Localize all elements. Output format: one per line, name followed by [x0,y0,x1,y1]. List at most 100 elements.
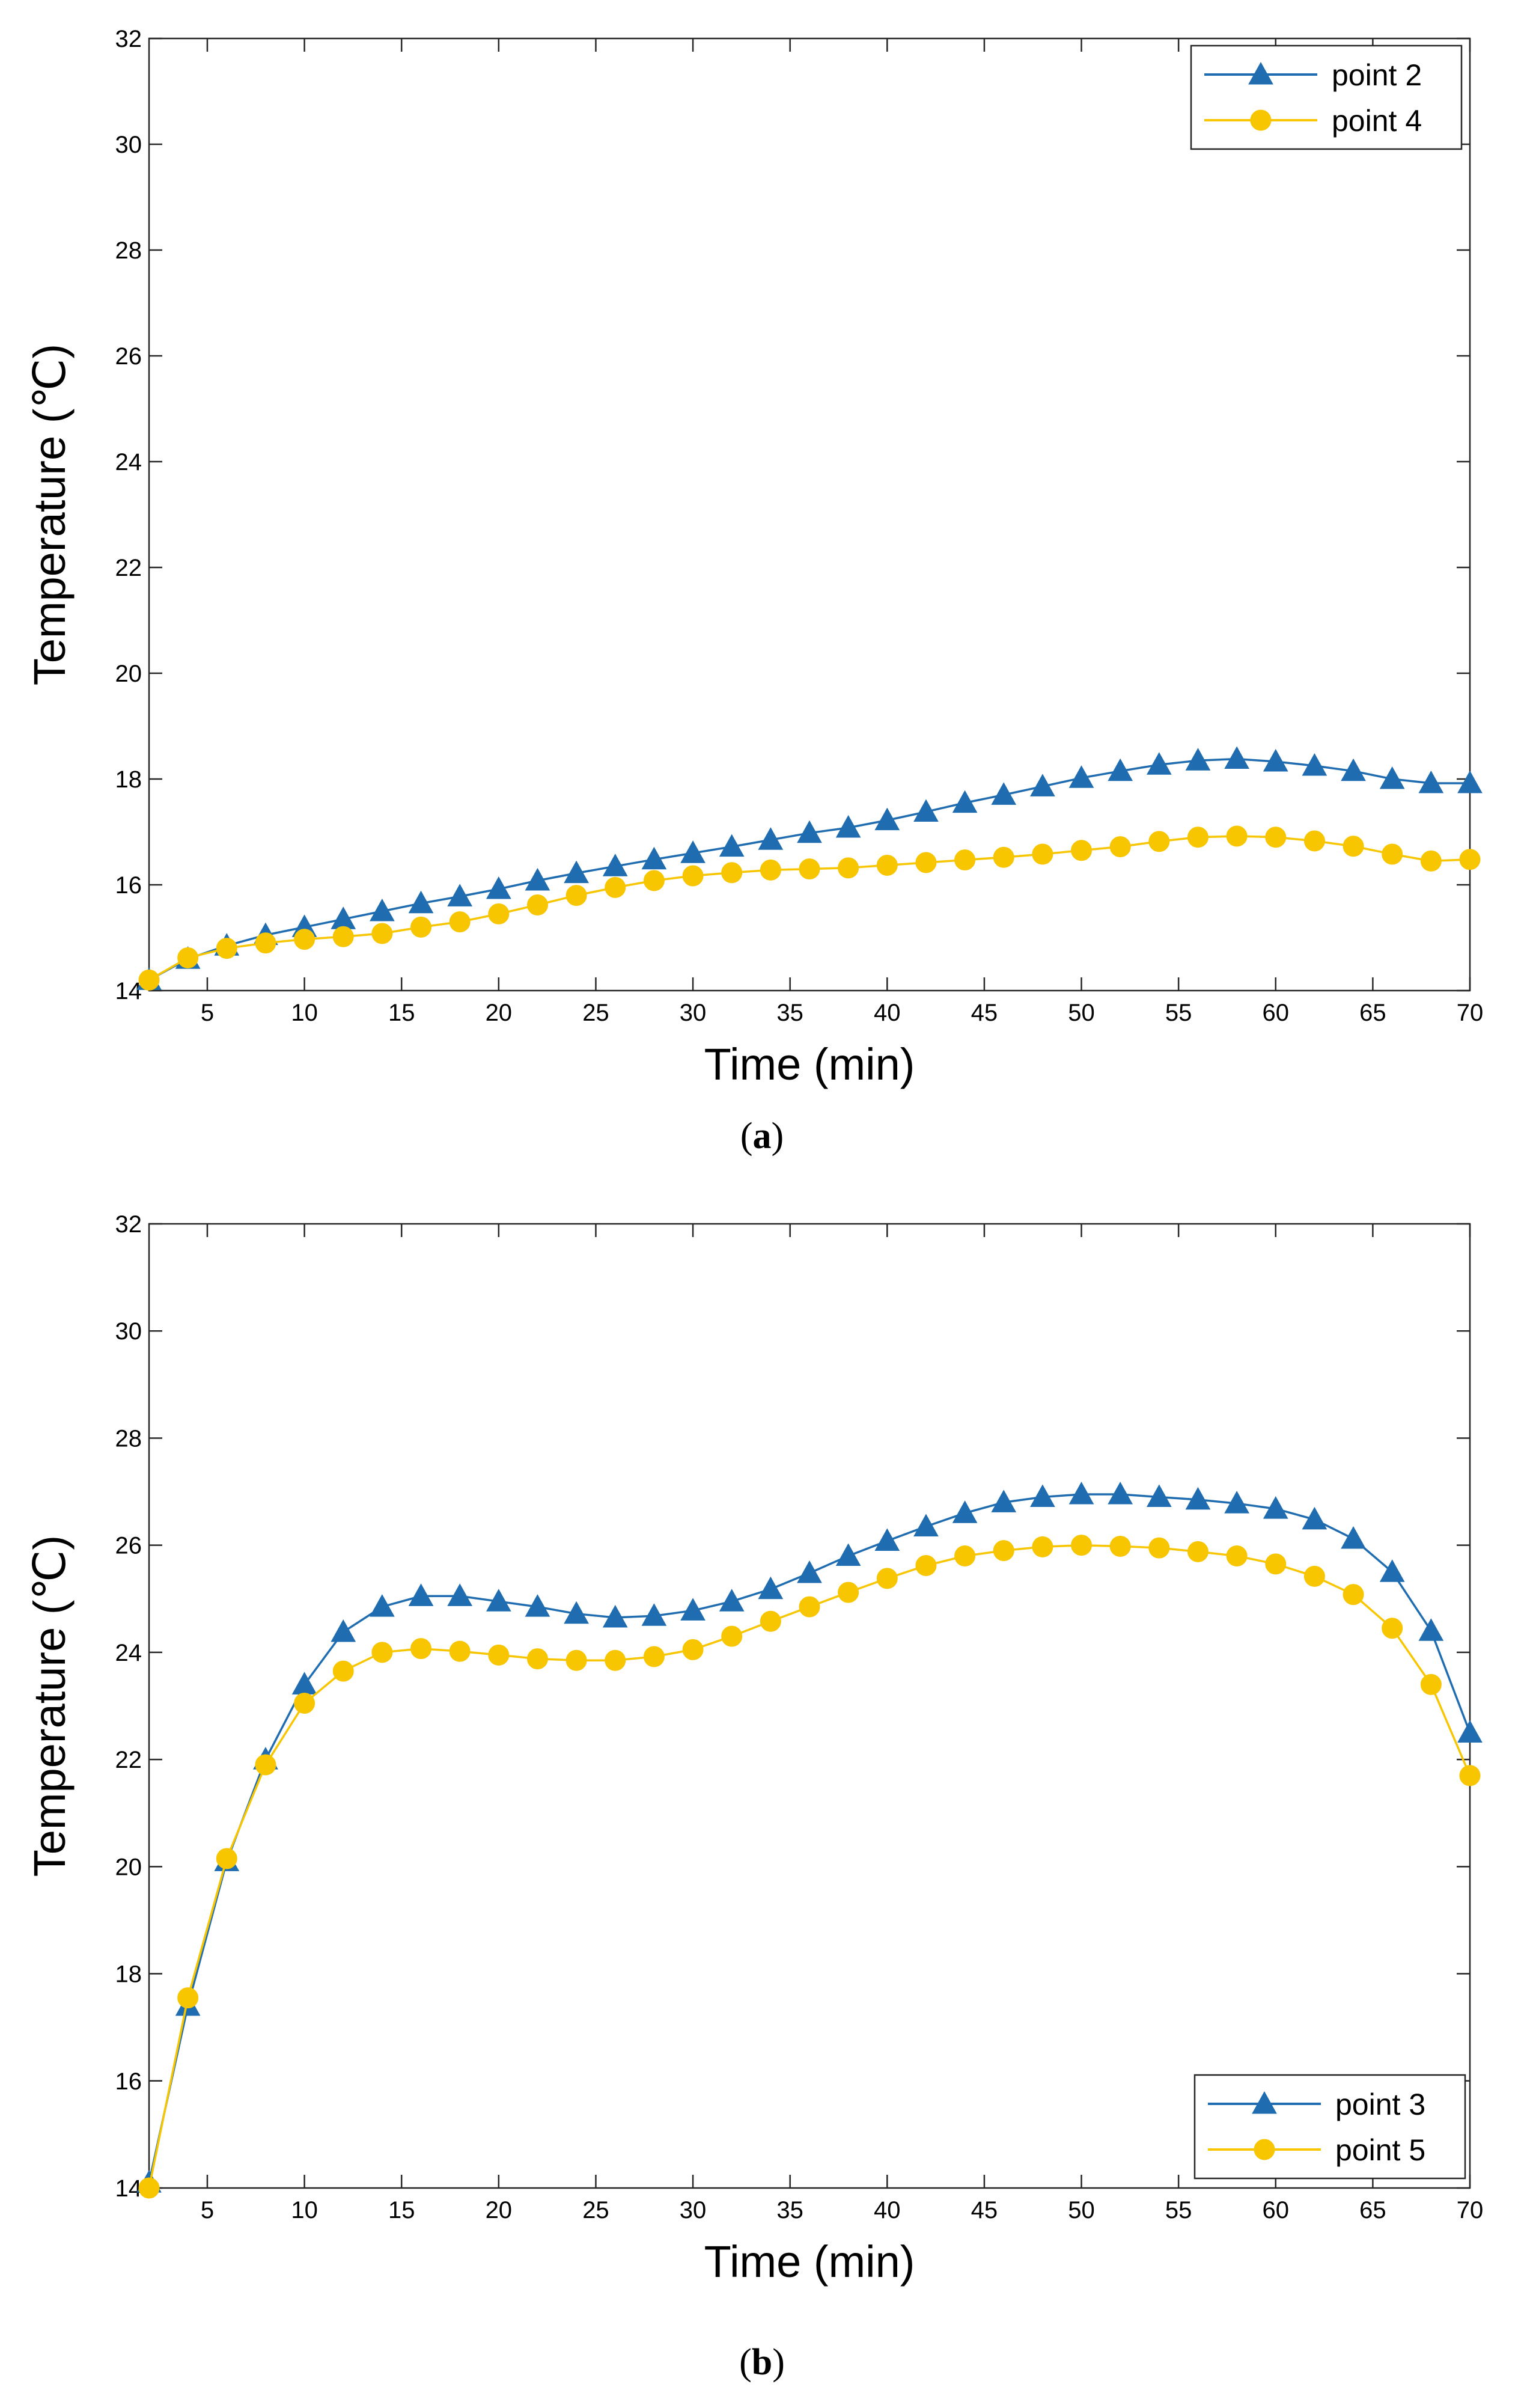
x-tick-label: 15 [388,1000,415,1026]
data-point [525,867,550,891]
y-tick-label: 14 [115,2175,142,2202]
data-point [564,860,589,884]
data-point [564,1601,589,1624]
data-point [799,858,820,880]
data-point [1187,827,1209,848]
x-tick-label: 60 [1263,2197,1290,2223]
data-point [1382,1618,1403,1639]
y-tick-label: 26 [115,343,142,370]
caption-close-paren: ) [772,1116,784,1157]
data-point [1109,1535,1131,1557]
data-point [1032,1536,1053,1557]
x-tick-label: 10 [291,1000,318,1026]
data-point [605,876,626,898]
data-point [993,846,1014,868]
data-point [1108,758,1133,781]
y-tick-label: 18 [115,766,142,793]
circle-marker-icon [1250,109,1272,131]
panel-a: 14 16 18 20 22 24 26 28 30 32 5 10 15 20 25 30 35 40 45 50 5… [25,26,1483,1157]
data-point [952,1500,978,1523]
data-point [952,790,978,813]
data-point [719,1589,745,1612]
data-point [1148,831,1170,852]
x-tick-label: 30 [680,2197,707,2223]
data-point [216,1848,237,1869]
x-tick-label: 10 [291,2197,318,2223]
x-tick-label: 20 [486,2197,513,2223]
legend-box [1190,44,1463,150]
data-point [760,859,781,881]
data-point [602,854,628,876]
panel-caption: (b) [739,2342,785,2383]
triangle-marker-icon [1248,61,1273,85]
x-axis-label: Time (min) [704,1039,915,1089]
data-point [1418,1618,1444,1641]
data-point [874,1528,900,1551]
series-point-4 [138,825,1481,991]
data-point [216,938,237,959]
data-point [1343,836,1364,857]
data-point [797,820,822,843]
data-point [993,1540,1014,1562]
caption-close-paren: ) [772,2342,785,2383]
data-point [915,1555,937,1577]
data-point [1146,752,1172,775]
data-point [680,1598,706,1621]
data-point [1457,771,1483,793]
data-point [876,854,898,876]
y-tick-label: 18 [115,1961,142,1988]
data-point [177,1987,199,2009]
y-tick-label: 30 [115,1318,142,1345]
series-point-2 [136,746,1483,990]
data-point [1302,1506,1327,1530]
x-tick-label: 70 [1457,2197,1484,2223]
data-point [1303,1565,1325,1587]
data-point [1459,849,1481,870]
legend-label: point 3 [1335,2088,1425,2121]
data-point [488,1644,510,1666]
y-tick-label: 20 [115,1854,142,1880]
data-point [370,1594,395,1617]
y-tick-label: 14 [115,978,142,1004]
data-point [838,1581,859,1603]
data-point [721,1625,743,1647]
data-point [447,884,473,906]
x-tick-label: 50 [1068,1000,1095,1026]
caption-letter: b [752,2342,772,2383]
triangle-marker-icon [1252,2091,1277,2114]
data-point [758,1576,784,1600]
data-point [177,947,199,968]
data-point [1030,774,1055,796]
data-point [991,1490,1017,1512]
data-point [1420,1673,1442,1695]
data-point [371,923,393,944]
data-point [876,1568,898,1589]
data-point [1224,746,1249,769]
data-point [838,857,859,879]
data-point [526,1648,548,1670]
y-tick-label: 20 [115,661,142,687]
data-point [486,1589,511,1612]
data-point [1418,771,1444,793]
data-point [1148,1537,1170,1559]
data-point [1071,840,1093,861]
data-point [1030,1484,1055,1507]
y-tick-label: 22 [115,1747,142,1773]
data-point [1226,1545,1248,1566]
caption-letter: a [753,1116,772,1157]
data-point [602,1604,628,1628]
y-tick-label: 32 [115,1211,142,1238]
data-point [797,1560,822,1583]
data-point [915,852,937,873]
data-point [1263,748,1288,772]
legend-label: point 5 [1335,2133,1425,2167]
data-point [138,969,160,991]
caption-open-paren: ( [739,2342,752,2383]
x-tick-label: 5 [201,2197,214,2223]
data-point [721,862,743,884]
legend-label: point 2 [1332,58,1422,92]
data-point [1379,1559,1405,1582]
data-point [331,1619,356,1642]
data-point [447,1583,473,1606]
